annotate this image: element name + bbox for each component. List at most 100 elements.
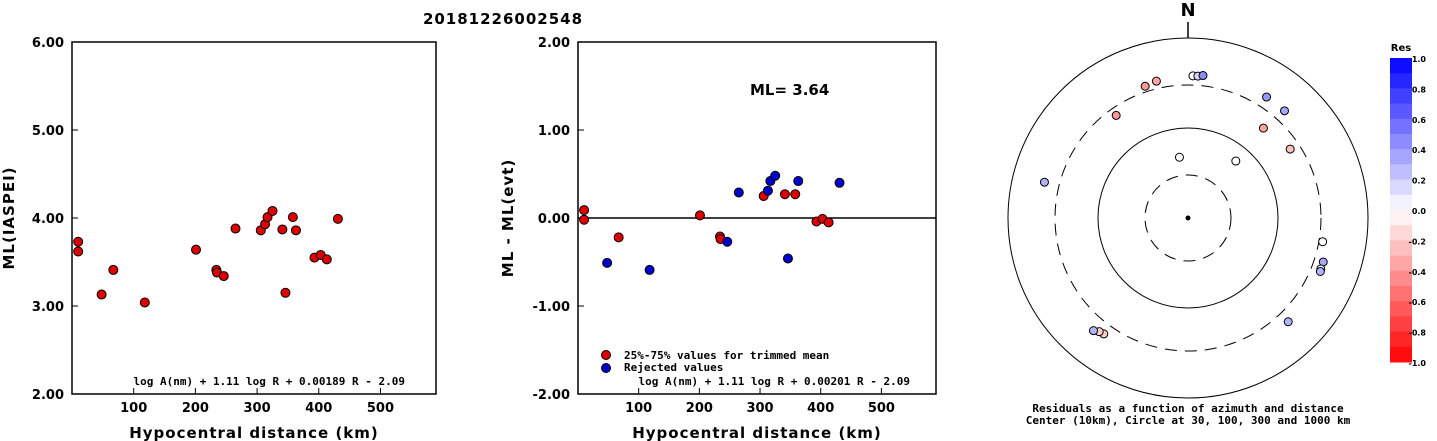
data-point [277,224,288,235]
data-point [73,246,84,257]
data-point [779,189,790,200]
y-tick-label: 1.00 [538,124,570,139]
y-tick-label: 4.00 [32,212,64,227]
station-point [1285,144,1295,154]
station-point [1111,110,1121,120]
data-point [823,217,834,228]
legend-marker-rejected [601,363,611,373]
colorbar-cell [1390,118,1412,135]
data-point [790,189,801,200]
y-tick-labels: -2.00 -1.00 0.00 1.00 2.00 [533,36,584,403]
colorbar-cell [1390,164,1412,181]
data-point [108,264,119,275]
colorbar-cell [1390,346,1412,363]
data-point [96,289,107,300]
formula-label: log A(nm) + 1.11 log R + 0.00189 R - 2.0… [133,375,405,388]
legend-marker-trimmed [601,350,611,360]
colorbar-cell [1390,240,1412,257]
colorbar-tick-label: 0.8 [1412,85,1427,94]
y-tick-label: 5.00 [32,124,64,139]
x-tick-label: 300 [746,401,773,416]
x-axis-label: Hypocentral distance (km) [129,424,379,441]
data-points [1039,71,1328,339]
x-tick-label: 400 [807,401,834,416]
data-point [579,205,590,216]
panel-ml-distance: 100 200 300 400 500 2.00 3.00 4.00 5.00 6.00 Hyp… [0,36,437,441]
station-point [1174,152,1184,162]
y-tick-labels: 2.00 3.00 4.00 5.00 6.00 [32,36,78,403]
colorbar-cell [1390,316,1412,333]
data-point [722,236,733,247]
colorbar-cell [1390,225,1412,241]
x-tick-label: 500 [367,401,394,416]
data-point [290,225,301,236]
data-point [321,254,332,265]
data-point [280,287,291,298]
data-point [762,185,773,196]
colorbar-cell [1390,301,1412,317]
colorbar-tick-label: -0.2 [1409,237,1427,246]
x-tick-labels: 100 200 300 400 500 [120,388,394,416]
colorbar-title: Res [1391,43,1411,54]
data-point [267,205,278,216]
station-point [1318,237,1328,247]
x-tick-label: 100 [120,401,147,416]
data-point [73,236,84,247]
legend-label-trimmed: 25%-75% values for trimmed mean [624,349,829,362]
x-tick-label: 500 [868,401,895,416]
colorbar-tick-label: -1.0 [1409,359,1427,368]
chart-title: 20181226002548 [423,10,583,28]
y-tick-label: -1.00 [533,300,570,315]
panel-residual-distance: 100 200 300 400 500 -2.00 -1.00 0.00 1.00 2.00 M… [499,36,937,441]
station-point [1151,76,1161,86]
ring-100km [1097,127,1279,309]
station-point [1280,106,1290,116]
colorbar-cell [1390,286,1412,302]
x-tick-label: 100 [625,401,652,416]
colorbar-cell [1390,255,1412,272]
y-tick-label: 3.00 [32,300,64,315]
colorbar-cells [1390,58,1412,363]
y-tick-label: 6.00 [32,36,64,51]
ml-annotation: ML= 3.64 [750,81,829,99]
station-point [1198,71,1208,81]
colorbar-tick-label: 0.6 [1412,116,1427,125]
data-point [332,213,343,224]
station-point [1283,317,1293,327]
station-point [1140,81,1150,91]
caption-line-2: Center (10km), Circle at 30, 100, 300 an… [1026,414,1351,427]
colorbar-cell [1390,210,1412,226]
data-point [191,244,202,255]
formula-label: log A(nm) + 1.11 log R + 0.00201 R - 2.0… [638,375,910,388]
colorbar-tick-label: -0.8 [1409,329,1427,338]
caption-line-1: Residuals as a function of azimuth and d… [1032,402,1344,415]
data-point [230,223,241,234]
data-point [602,257,613,268]
colorbar-tick-labels: 1.0 0.8 0.6 0.4 0.2 0.0 -0.2 -0.4 -0.6 -0.8 -1.0 [1409,55,1427,368]
colorbar-cell [1390,134,1412,150]
y-tick-label: -2.00 [533,388,570,403]
y-axis-label: ML - ML(evt) [499,159,517,277]
data-point [139,297,150,308]
colorbar: Res 1.0 0.8 0.6 0.4 0.2 0.0 -0.2 -0.4 -0.6 -0.8 -1… [1390,43,1426,368]
data-point [793,176,804,187]
x-tick-labels: 100 200 300 400 500 [625,388,895,416]
x-tick-label: 300 [244,401,271,416]
data-points [73,205,343,308]
data-point [644,264,655,275]
colorbar-cell [1390,88,1412,105]
station-point [1039,177,1049,187]
data-point [694,210,705,221]
north-label: N [1180,0,1195,21]
y-axis-label: ML(IASPEI) [0,166,18,269]
colorbar-tick-label: -0.4 [1409,268,1427,277]
y-tick-label: 0.00 [538,212,570,227]
ring-30km [1144,174,1232,262]
colorbar-cell [1390,179,1412,196]
panel-azimuth-residuals: N Residuals as a function of azimuth and… [1007,0,1369,427]
colorbar-cell [1390,149,1412,165]
data-point [287,212,298,223]
epicenter-marker [1185,215,1191,221]
colorbar-tick-label: -0.6 [1409,298,1427,307]
